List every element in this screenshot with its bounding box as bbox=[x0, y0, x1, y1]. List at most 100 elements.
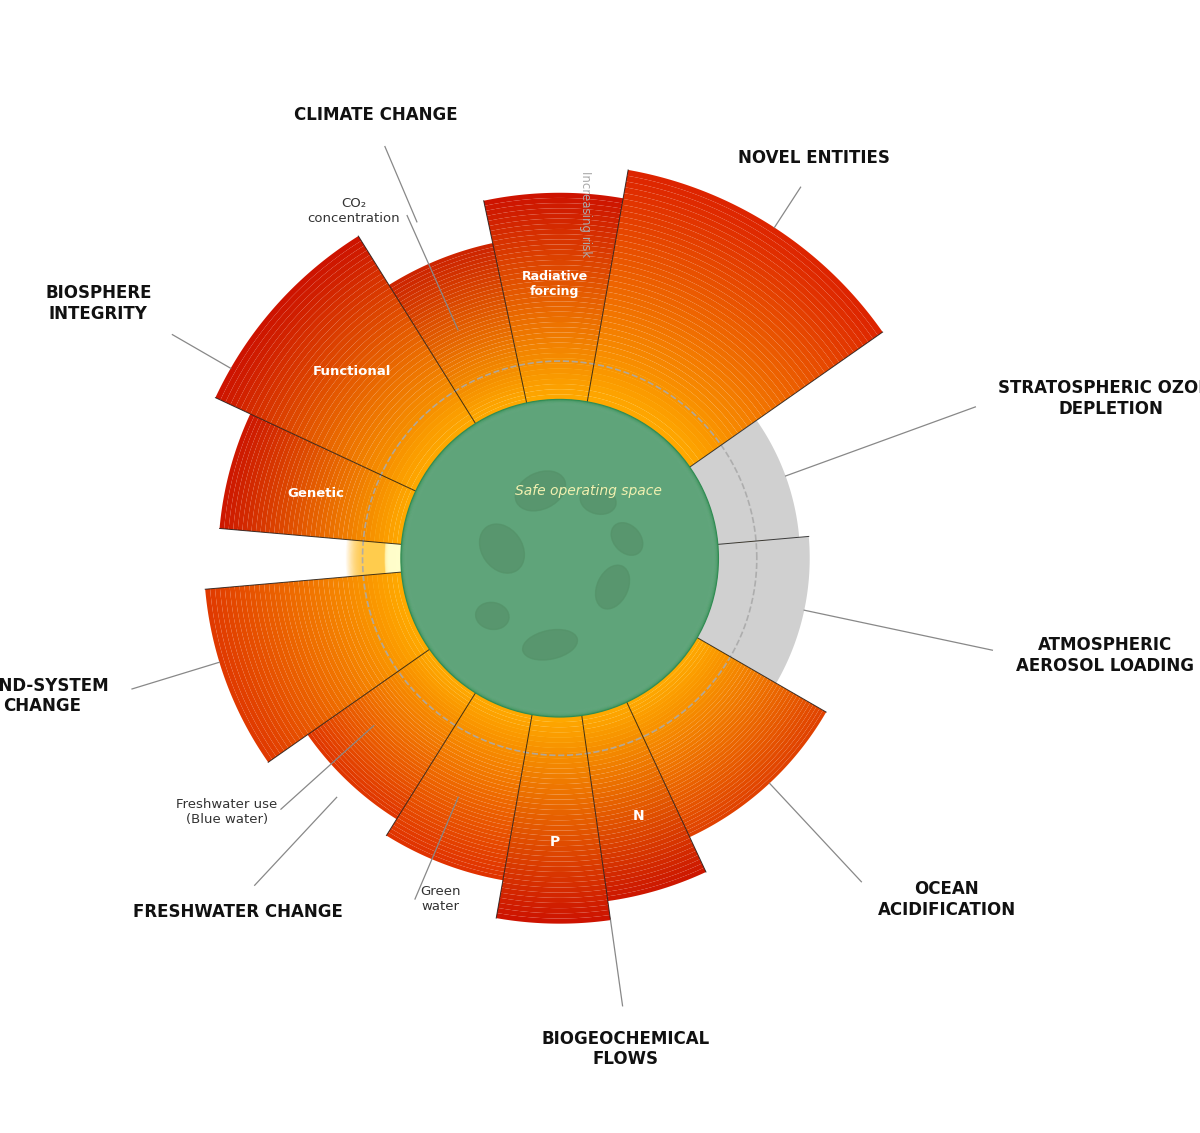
Polygon shape bbox=[511, 327, 600, 338]
Polygon shape bbox=[604, 304, 772, 414]
Polygon shape bbox=[521, 770, 590, 778]
Polygon shape bbox=[474, 399, 527, 424]
Polygon shape bbox=[294, 581, 344, 712]
Polygon shape bbox=[350, 363, 440, 463]
Polygon shape bbox=[517, 795, 594, 804]
Circle shape bbox=[383, 381, 737, 735]
Polygon shape bbox=[594, 778, 665, 803]
Polygon shape bbox=[451, 729, 524, 760]
Polygon shape bbox=[628, 170, 883, 335]
Polygon shape bbox=[307, 733, 398, 819]
Polygon shape bbox=[655, 671, 758, 766]
Text: LAND-SYSTEM
CHANGE: LAND-SYSTEM CHANGE bbox=[0, 676, 109, 715]
Circle shape bbox=[373, 372, 746, 744]
Circle shape bbox=[359, 358, 760, 759]
Polygon shape bbox=[462, 380, 522, 407]
Polygon shape bbox=[396, 255, 496, 299]
Polygon shape bbox=[616, 233, 829, 373]
Polygon shape bbox=[522, 378, 590, 387]
Polygon shape bbox=[502, 883, 606, 893]
Polygon shape bbox=[389, 828, 504, 876]
Text: STRATOSPHERIC OZONE
DEPLETION: STRATOSPHERIC OZONE DEPLETION bbox=[998, 380, 1200, 418]
Polygon shape bbox=[590, 378, 709, 457]
Polygon shape bbox=[425, 772, 516, 810]
Polygon shape bbox=[672, 691, 794, 803]
Polygon shape bbox=[404, 803, 510, 847]
Polygon shape bbox=[269, 583, 325, 725]
Polygon shape bbox=[682, 702, 814, 824]
Polygon shape bbox=[419, 299, 505, 337]
Text: Radiative
forcing: Radiative forcing bbox=[522, 270, 588, 298]
Polygon shape bbox=[407, 800, 510, 843]
Polygon shape bbox=[516, 801, 595, 810]
Polygon shape bbox=[516, 348, 596, 358]
Polygon shape bbox=[430, 320, 510, 355]
Polygon shape bbox=[614, 246, 820, 380]
Polygon shape bbox=[500, 887, 607, 897]
Polygon shape bbox=[299, 580, 349, 708]
Polygon shape bbox=[386, 678, 450, 738]
Circle shape bbox=[382, 380, 738, 736]
Polygon shape bbox=[600, 321, 757, 424]
Polygon shape bbox=[390, 675, 452, 734]
Polygon shape bbox=[644, 658, 736, 742]
Circle shape bbox=[353, 351, 767, 765]
Text: Green
water: Green water bbox=[420, 885, 461, 913]
Polygon shape bbox=[619, 216, 844, 363]
Polygon shape bbox=[674, 693, 797, 807]
Polygon shape bbox=[620, 211, 848, 359]
Polygon shape bbox=[636, 649, 720, 725]
Polygon shape bbox=[413, 789, 512, 830]
Polygon shape bbox=[635, 647, 716, 723]
Polygon shape bbox=[607, 868, 706, 901]
Circle shape bbox=[361, 360, 758, 757]
Polygon shape bbox=[352, 470, 374, 540]
Polygon shape bbox=[665, 682, 778, 786]
Circle shape bbox=[403, 402, 716, 715]
Polygon shape bbox=[667, 685, 785, 793]
Polygon shape bbox=[377, 573, 414, 663]
Polygon shape bbox=[503, 286, 607, 297]
Polygon shape bbox=[505, 862, 604, 872]
Polygon shape bbox=[586, 723, 638, 743]
Polygon shape bbox=[301, 449, 329, 536]
Polygon shape bbox=[358, 576, 397, 674]
Polygon shape bbox=[510, 836, 600, 846]
Polygon shape bbox=[592, 770, 660, 794]
Polygon shape bbox=[524, 390, 589, 398]
Circle shape bbox=[385, 384, 734, 733]
Polygon shape bbox=[229, 587, 293, 748]
Polygon shape bbox=[233, 419, 266, 530]
Circle shape bbox=[367, 366, 751, 750]
Polygon shape bbox=[469, 391, 524, 417]
Polygon shape bbox=[520, 364, 594, 373]
Circle shape bbox=[391, 390, 728, 727]
Polygon shape bbox=[595, 787, 668, 812]
Polygon shape bbox=[362, 576, 402, 672]
Polygon shape bbox=[629, 639, 703, 709]
Polygon shape bbox=[654, 670, 755, 763]
Polygon shape bbox=[394, 821, 506, 868]
Polygon shape bbox=[620, 205, 853, 356]
Polygon shape bbox=[500, 275, 608, 287]
Polygon shape bbox=[229, 418, 263, 529]
Polygon shape bbox=[235, 586, 296, 746]
Polygon shape bbox=[382, 573, 418, 661]
Polygon shape bbox=[637, 650, 722, 729]
Polygon shape bbox=[625, 181, 872, 342]
Polygon shape bbox=[415, 291, 504, 330]
Polygon shape bbox=[418, 295, 504, 333]
Text: Genetic: Genetic bbox=[288, 486, 344, 500]
Text: N: N bbox=[632, 809, 644, 823]
Polygon shape bbox=[365, 476, 386, 542]
Polygon shape bbox=[515, 806, 595, 815]
Polygon shape bbox=[265, 433, 295, 533]
Polygon shape bbox=[397, 815, 508, 860]
Text: CLIMATE CHANGE: CLIMATE CHANGE bbox=[294, 107, 457, 125]
Circle shape bbox=[365, 364, 755, 753]
Polygon shape bbox=[400, 668, 458, 724]
Polygon shape bbox=[221, 240, 365, 402]
Circle shape bbox=[383, 382, 736, 734]
Polygon shape bbox=[671, 690, 791, 800]
Ellipse shape bbox=[595, 565, 630, 608]
